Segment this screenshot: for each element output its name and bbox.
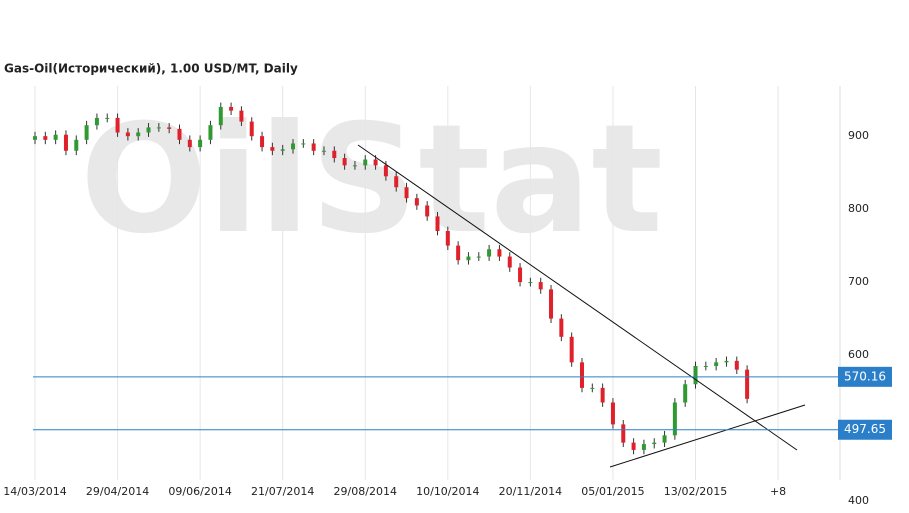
y-tick-label: 900	[848, 129, 869, 142]
candle-body	[136, 132, 141, 137]
candle-body	[156, 127, 161, 129]
level-label-box	[838, 366, 892, 387]
candle-body	[724, 360, 729, 363]
x-tick-label: 10/10/2014	[416, 485, 479, 498]
watermark: OilStat	[80, 93, 663, 267]
candle-body	[559, 318, 564, 337]
chart-title: Gas-Oil(Исторический), 1.00 USD/MT, Dail…	[4, 62, 298, 76]
y-tick-label: 600	[848, 348, 869, 361]
candle-body	[549, 289, 554, 319]
candle-body	[745, 369, 750, 399]
x-tick-label: 14/03/2014	[3, 485, 66, 498]
x-tick-label: 29/08/2014	[334, 485, 397, 498]
candle-body	[311, 143, 316, 151]
x-tick-label: 20/11/2014	[499, 485, 562, 498]
candle-body	[610, 402, 615, 425]
y-tick-label: 700	[848, 275, 869, 288]
candle-body	[528, 282, 533, 284]
candle-body	[352, 165, 357, 167]
candle-body	[425, 205, 430, 217]
candle-body	[53, 134, 58, 140]
candle-body	[260, 136, 265, 148]
candle-body	[105, 117, 110, 119]
candle-body	[342, 158, 347, 166]
candle-body	[662, 435, 667, 443]
candle-body	[703, 366, 708, 368]
candle-body	[683, 384, 688, 403]
candle-body	[518, 267, 523, 283]
level-label: 570.16	[844, 369, 886, 383]
candle-body	[43, 136, 48, 140]
candle-body	[652, 442, 657, 445]
candle-body	[404, 187, 409, 199]
candle-body	[487, 249, 492, 257]
x-tick-label: 05/01/2015	[581, 485, 644, 498]
candle-body	[476, 256, 481, 258]
trend-line	[357, 144, 798, 451]
candle-body	[600, 387, 605, 403]
candle-body	[218, 106, 223, 126]
candle-body	[641, 444, 646, 450]
candle-body	[270, 147, 275, 151]
candle-body	[538, 282, 543, 290]
candle-body	[445, 231, 450, 246]
level-label-box	[838, 419, 892, 440]
candle-body	[301, 143, 306, 145]
trend-line	[609, 404, 806, 468]
candle-body	[621, 424, 626, 443]
candles	[33, 102, 750, 455]
x-tick-label: 21/07/2014	[251, 485, 314, 498]
candle-body	[280, 149, 285, 151]
candle-body	[146, 127, 151, 133]
candle-body	[590, 387, 595, 389]
candle-body	[579, 362, 584, 388]
candle-body	[125, 132, 130, 137]
x-tick-label: 29/04/2014	[86, 485, 149, 498]
candle-body	[94, 117, 99, 126]
candle-body	[198, 139, 203, 148]
x-tick-label: 13/02/2015	[664, 485, 727, 498]
candle-body	[383, 165, 388, 177]
candle-body	[414, 198, 419, 206]
y-tick-label: 400	[848, 494, 869, 507]
candle-body	[507, 256, 512, 268]
candle-body	[363, 159, 368, 166]
candle-body	[33, 136, 37, 140]
candle-body	[115, 117, 120, 133]
candle-body	[249, 121, 254, 137]
candle-body	[291, 143, 296, 150]
candle-body	[569, 336, 574, 363]
candle-body	[672, 402, 677, 436]
candle-body	[456, 245, 461, 261]
candle-body	[693, 366, 698, 385]
candle-body	[167, 127, 172, 129]
candle-body	[208, 125, 213, 140]
candle-body	[435, 216, 440, 232]
candle-body	[394, 176, 399, 188]
x-tick-label: 09/06/2014	[168, 485, 231, 498]
candle-body	[332, 150, 337, 159]
candle-body	[497, 249, 502, 257]
candle-body	[229, 106, 234, 111]
candle-body	[466, 256, 471, 261]
candle-body	[74, 139, 79, 151]
candle-body	[631, 442, 636, 450]
candle-body	[84, 125, 89, 140]
candle-body	[714, 362, 719, 367]
level-label: 497.65	[844, 422, 886, 436]
candle-body	[239, 110, 244, 122]
y-tick-label: 800	[848, 202, 869, 215]
candle-body	[734, 360, 739, 370]
candle-body	[321, 150, 326, 152]
levels: 570.16 497.65	[33, 366, 892, 440]
x-tick-label: +8	[770, 485, 786, 498]
candle-body	[177, 128, 182, 140]
candle-body	[373, 159, 378, 166]
candle-body	[63, 134, 68, 151]
candle-body	[187, 139, 192, 148]
